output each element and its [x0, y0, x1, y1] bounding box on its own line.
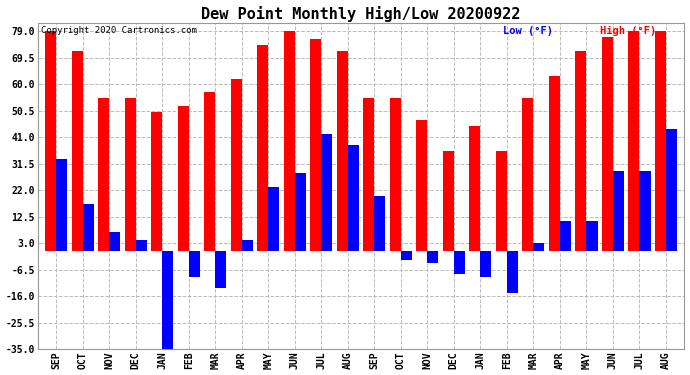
- Bar: [295, 173, 306, 251]
- Title: Dew Point Monthly High/Low 20200922: Dew Point Monthly High/Low 20200922: [201, 6, 521, 21]
- Bar: [57, 159, 68, 251]
- Bar: [613, 171, 624, 251]
- Bar: [416, 120, 427, 251]
- Bar: [575, 51, 586, 251]
- Text: Copyright 2020 Cartronics.com: Copyright 2020 Cartronics.com: [41, 26, 197, 35]
- Bar: [189, 251, 200, 276]
- Bar: [322, 134, 333, 251]
- Bar: [348, 146, 359, 251]
- Text: Low (°F): Low (°F): [504, 26, 553, 36]
- Bar: [162, 251, 173, 349]
- Bar: [602, 37, 613, 251]
- Bar: [72, 51, 83, 251]
- Bar: [480, 251, 491, 276]
- Bar: [136, 240, 147, 251]
- Bar: [268, 187, 279, 251]
- Bar: [655, 31, 666, 251]
- Bar: [151, 112, 162, 251]
- Bar: [363, 98, 375, 251]
- Bar: [454, 251, 465, 274]
- Bar: [241, 240, 253, 251]
- Bar: [98, 98, 109, 251]
- Bar: [586, 221, 598, 251]
- Bar: [257, 45, 268, 251]
- Bar: [666, 129, 677, 251]
- Bar: [427, 251, 438, 262]
- Bar: [522, 98, 533, 251]
- Bar: [125, 98, 136, 251]
- Bar: [495, 151, 507, 251]
- Bar: [390, 98, 401, 251]
- Bar: [549, 76, 560, 251]
- Bar: [230, 78, 241, 251]
- Bar: [443, 151, 454, 251]
- Bar: [177, 106, 189, 251]
- Bar: [204, 93, 215, 251]
- Text: High (°F): High (°F): [600, 26, 657, 36]
- Bar: [83, 204, 94, 251]
- Bar: [469, 126, 480, 251]
- Bar: [215, 251, 226, 288]
- Bar: [45, 31, 57, 251]
- Bar: [109, 232, 121, 251]
- Bar: [507, 251, 518, 293]
- Bar: [375, 196, 386, 251]
- Bar: [401, 251, 412, 260]
- Bar: [629, 31, 640, 251]
- Bar: [337, 51, 348, 251]
- Bar: [310, 39, 322, 251]
- Bar: [560, 221, 571, 251]
- Bar: [640, 171, 651, 251]
- Bar: [284, 31, 295, 251]
- Bar: [533, 243, 544, 251]
